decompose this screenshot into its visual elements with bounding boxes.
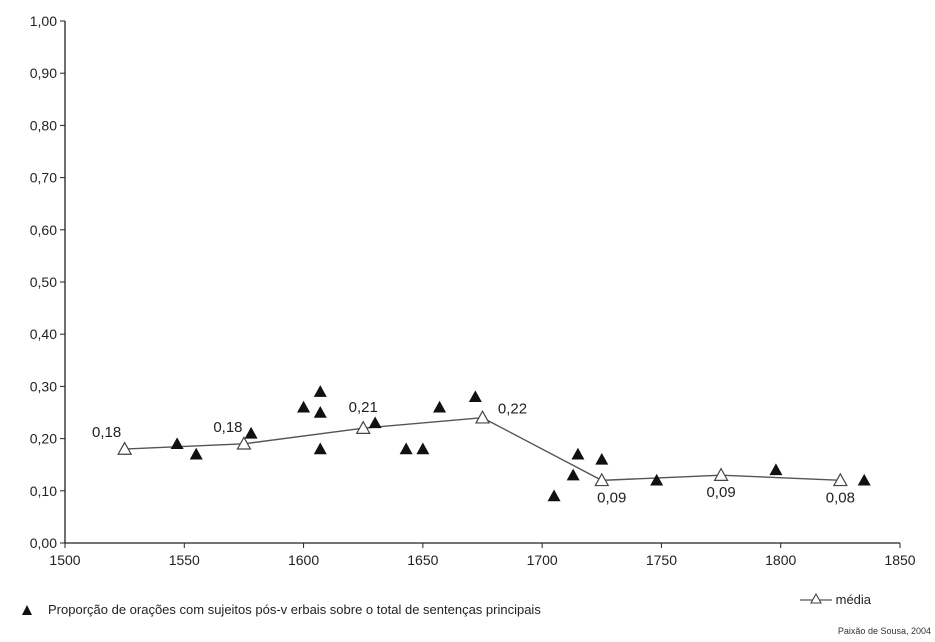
data-point-marker: [857, 473, 871, 486]
data-point-marker: [650, 473, 664, 486]
data-point-marker: [769, 463, 783, 476]
average-data-label: 0,21: [349, 399, 378, 416]
average-data-label: 0,22: [498, 401, 527, 418]
legend-average-label: média: [835, 592, 872, 607]
average-data-label: 0,08: [826, 489, 855, 506]
data-point-marker: [566, 468, 580, 481]
legend-points-label: Proporção de orações com sujeitos pós-v …: [48, 602, 541, 617]
y-tick-label: 0,50: [30, 274, 57, 290]
average-point-marker: [713, 467, 729, 481]
source-credit: Paixão de Sousa, 2004: [837, 626, 931, 636]
y-tick-label: 0,40: [30, 326, 57, 342]
legend-points: Proporção de orações com sujeitos pós-v …: [22, 602, 541, 617]
y-tick-label: 0,30: [30, 378, 57, 394]
filled-triangle-icon: [22, 605, 32, 615]
x-tick-label: 1600: [288, 552, 319, 568]
y-tick-label: 0,70: [30, 170, 57, 186]
data-point-marker: [595, 452, 609, 465]
data-point-marker: [547, 489, 561, 502]
data-point-marker: [244, 426, 258, 439]
x-tick-label: 1850: [884, 552, 915, 568]
data-point-marker: [399, 442, 413, 455]
y-tick-label: 0,10: [30, 483, 57, 499]
x-tick-label: 1500: [49, 552, 80, 568]
axes-group: 0,00 0,10 0,20 0,30 0,40 0,50 0,60 0,70 0,80 0,90…: [30, 13, 916, 568]
data-point-marker: [468, 390, 482, 403]
x-tick-label: 1750: [646, 552, 677, 568]
y-tick-label: 0,60: [30, 222, 57, 238]
average-point-marker: [594, 472, 610, 487]
hollow-triangle-line-icon: [800, 592, 832, 604]
average-point-marker: [355, 420, 371, 434]
average-point-marker: [832, 472, 848, 487]
data-point-marker: [313, 385, 327, 397]
legend-average: média: [800, 592, 871, 607]
x-tick-label: 1550: [169, 552, 200, 568]
average-point-marker: [117, 441, 133, 455]
average-data-label: 0,09: [597, 489, 626, 506]
y-tick-label: 0,00: [30, 535, 57, 551]
y-tick-label: 1,00: [30, 13, 57, 29]
average-point-marker: [236, 436, 252, 450]
x-tick-label: 1800: [765, 552, 796, 568]
average-data-label: 0,18: [92, 424, 121, 441]
average-data-label: 0,09: [706, 484, 735, 501]
data-point-marker: [433, 400, 447, 413]
data-point-marker: [170, 437, 184, 450]
data-point-marker: [313, 406, 327, 418]
data-point-marker: [189, 447, 203, 460]
y-tick-label: 0,80: [30, 117, 57, 133]
x-tick-label: 1650: [407, 552, 438, 568]
data-labels-group: 0,18 0,18 0,21 0,22 0,09 0,09 0,08: [92, 399, 855, 506]
data-point-marker: [416, 442, 430, 455]
average-data-label: 0,18: [213, 419, 242, 436]
data-point-marker: [313, 442, 327, 455]
average-point-marker: [474, 409, 491, 424]
data-point-marker: [368, 416, 382, 429]
y-tick-label: 0,20: [30, 431, 57, 447]
data-point-marker: [571, 447, 585, 460]
data-point-marker: [297, 400, 311, 413]
y-tick-label: 0,90: [30, 65, 57, 81]
points-group: [117, 385, 871, 502]
x-tick-label: 1700: [527, 552, 558, 568]
